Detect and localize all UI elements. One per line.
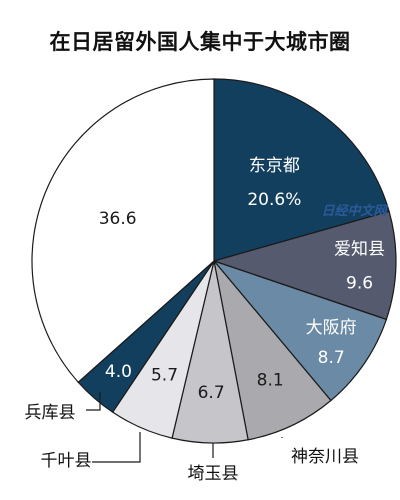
slice-name-label: 东京都 [249, 156, 300, 176]
pie-slice-8 [31, 78, 215, 384]
slice-value-label: 6.7 [198, 383, 225, 403]
slice-value-label: 4.0 [105, 362, 132, 382]
pie-slice-2 [211, 210, 397, 321]
slice-value-label: 20.6% [247, 190, 301, 210]
leader-line [92, 432, 141, 463]
pie-slice-3 [212, 259, 388, 402]
watermark-logo: 日经中文网 [321, 203, 388, 219]
slice-name-label: 兵库县 [25, 403, 76, 423]
slice-value-label: 36.6 [99, 209, 137, 229]
slice-value-label: 9.6 [346, 274, 373, 294]
slice-value-label: 8.7 [318, 348, 345, 368]
slice-name-label: 千叶县 [41, 451, 92, 471]
pie-slice-4 [212, 258, 332, 441]
chart-title: 在日居留外国人集中于大城市圈 [49, 30, 351, 54]
slice-name-label: 埼玉县 [188, 464, 239, 484]
slice-name-label: 神奈川县 [291, 447, 359, 467]
slice-name-label: 爱知县 [334, 240, 385, 260]
leader-line [86, 392, 101, 411]
slice-value-label: 8.1 [257, 370, 284, 390]
pie-slice-1 [213, 78, 390, 262]
slice-name-label: 大阪府 [306, 318, 357, 338]
slice-value-label: 5.7 [151, 365, 178, 385]
